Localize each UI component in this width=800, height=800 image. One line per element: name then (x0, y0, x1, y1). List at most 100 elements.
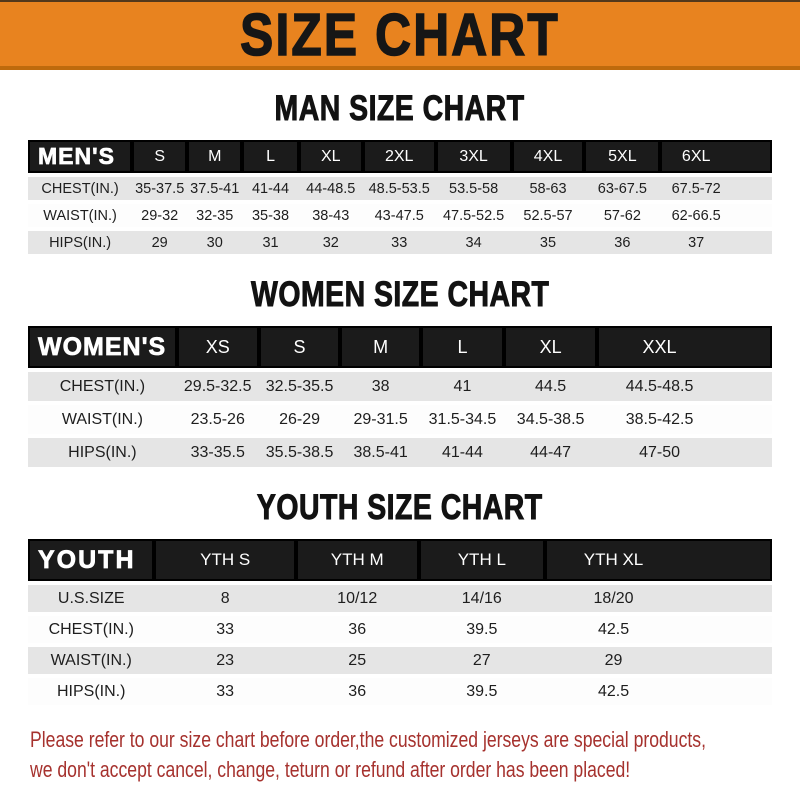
size-cell: 44.5 (504, 372, 598, 401)
order-policy-line-2: we don't accept cancel, change, teturn o… (30, 757, 631, 782)
size-cell: 31 (242, 231, 299, 254)
table-row: CHEST(IN.) 35-37.5 37.5-41 41-44 44-48.5 48.5… (28, 177, 772, 200)
size-cell: 47.5-52.5 (435, 204, 512, 227)
table-corner-label: MEN'S (28, 140, 133, 173)
column-header: YTH S (154, 539, 296, 581)
row-label: HIPS(IN.) (28, 231, 133, 254)
size-cell: 29 (132, 231, 188, 254)
order-policy-line-1: Please refer to our size chart before or… (30, 727, 706, 752)
size-cell: 27 (418, 647, 546, 674)
table-corner-label: WOMEN'S (28, 326, 177, 368)
size-cell: 38 (340, 372, 421, 401)
size-cell: 31.5-34.5 (420, 405, 505, 434)
column-header: YTH L (418, 539, 546, 581)
size-cell: 39.5 (418, 616, 546, 643)
size-cell: 53.5-58 (435, 177, 512, 200)
size-cell: 29.5-32.5 (176, 372, 259, 401)
size-cell: 37.5-41 (187, 177, 243, 200)
size-cell: 23 (154, 647, 296, 674)
size-cell: 44-47 (504, 438, 598, 467)
column-header: YTH XL (545, 539, 772, 581)
size-cell: 35.5-38.5 (258, 438, 341, 467)
size-cell: 63-67.5 (584, 177, 661, 200)
size-cell: 48.5-53.5 (362, 177, 436, 200)
size-cell: 38-43 (298, 204, 363, 227)
size-cell: 14/16 (418, 585, 546, 612)
size-cell: 29 (545, 647, 772, 674)
size-cell: 43-47.5 (362, 204, 436, 227)
size-cell: 8 (154, 585, 296, 612)
table-row: CHEST(IN.) 33 36 39.5 42.5 (28, 616, 772, 643)
size-cell: 37 (660, 231, 772, 254)
size-cell: 47-50 (597, 438, 772, 467)
size-cell: 32 (298, 231, 363, 254)
youth-size-table: YOUTH YTH S YTH M YTH L YTH XL U.S.SIZE 8 10/12… (28, 535, 772, 709)
size-cell: 36 (295, 616, 419, 643)
size-cell: 44.5-48.5 (597, 372, 772, 401)
banner-title: SIZE CHART (240, 0, 560, 69)
column-header: YTH M (295, 539, 419, 581)
size-cell: 41-44 (242, 177, 299, 200)
column-header: L (420, 326, 505, 368)
mens-size-table: MEN'S S M L XL 2XL 3XL 4XL 5XL 6XL CHEST(IN.) 35-37… (28, 136, 772, 258)
size-cell: 32-35 (187, 204, 243, 227)
size-cell: 67.5-72 (660, 177, 772, 200)
womens-size-table: WOMEN'S XS S M L XL XXL CHEST(IN.) 29.5-32.5 32.5… (28, 322, 772, 471)
size-cell: 58-63 (511, 177, 585, 200)
size-cell: 25 (295, 647, 419, 674)
row-label: HIPS(IN.) (28, 438, 177, 467)
row-label: WAIST(IN.) (28, 204, 133, 227)
column-header: L (242, 140, 299, 173)
size-cell: 33 (154, 616, 296, 643)
row-label: WAIST(IN.) (28, 647, 155, 674)
size-cell: 39.5 (418, 678, 546, 705)
column-header: M (340, 326, 421, 368)
size-cell: 35-38 (242, 204, 299, 227)
column-header: XS (176, 326, 259, 368)
size-cell: 34.5-38.5 (504, 405, 598, 434)
size-cell: 29-32 (132, 204, 188, 227)
youth-section-title: YOUTH SIZE CHART (257, 488, 543, 528)
size-cell: 35-37.5 (132, 177, 188, 200)
size-cell: 29-31.5 (340, 405, 421, 434)
table-row: HIPS(IN.) 33 36 39.5 42.5 (28, 678, 772, 705)
size-cell: 35 (511, 231, 585, 254)
size-cell: 30 (187, 231, 243, 254)
row-label: CHEST(IN.) (28, 616, 155, 643)
size-cell: 41 (420, 372, 505, 401)
table-row: HIPS(IN.) 33-35.5 35.5-38.5 38.5-41 41-44 44-… (28, 438, 772, 467)
man-section-heading: MAN SIZE CHART (0, 89, 800, 129)
size-cell: 41-44 (420, 438, 505, 467)
table-corner-label: YOUTH (28, 539, 155, 581)
size-cell: 42.5 (545, 678, 772, 705)
size-chart-banner: SIZE CHART (0, 0, 800, 70)
size-cell: 44-48.5 (298, 177, 363, 200)
size-cell: 23.5-26 (176, 405, 259, 434)
size-cell: 32.5-35.5 (258, 372, 341, 401)
row-label: WAIST(IN.) (28, 405, 177, 434)
table-row: CHEST(IN.) 29.5-32.5 32.5-35.5 38 41 44.5 44.5… (28, 372, 772, 401)
row-label: CHEST(IN.) (28, 372, 177, 401)
size-cell: 26-29 (258, 405, 341, 434)
size-cell: 52.5-57 (511, 204, 585, 227)
row-label: CHEST(IN.) (28, 177, 133, 200)
column-header: S (258, 326, 341, 368)
man-section-title: MAN SIZE CHART (274, 89, 525, 129)
size-cell: 34 (435, 231, 512, 254)
table-header-row: YOUTH YTH S YTH M YTH L YTH XL (28, 539, 772, 581)
order-policy-note: Please refer to our size chart before or… (30, 725, 800, 785)
size-cell: 57-62 (584, 204, 661, 227)
size-cell: 10/12 (295, 585, 419, 612)
table-row: HIPS(IN.) 29 30 31 32 33 34 35 36 37 (28, 231, 772, 254)
women-section-title: WOMEN SIZE CHART (250, 275, 550, 315)
size-cell: 36 (584, 231, 661, 254)
size-cell: 38.5-41 (340, 438, 421, 467)
table-header-row: WOMEN'S XS S M L XL XXL (28, 326, 772, 368)
column-header: 4XL (511, 140, 585, 173)
size-cell: 62-66.5 (660, 204, 772, 227)
size-cell: 33-35.5 (176, 438, 259, 467)
column-header: 2XL (362, 140, 436, 173)
column-header: 3XL (435, 140, 512, 173)
row-label: HIPS(IN.) (28, 678, 155, 705)
size-cell: 42.5 (545, 616, 772, 643)
